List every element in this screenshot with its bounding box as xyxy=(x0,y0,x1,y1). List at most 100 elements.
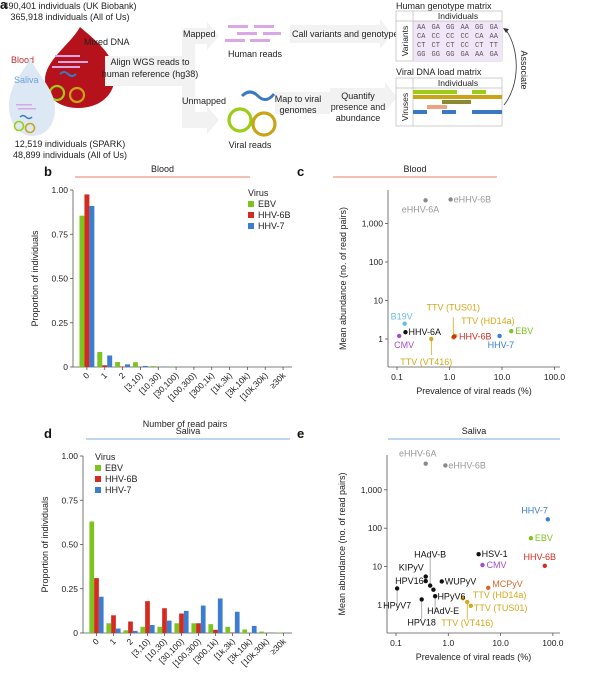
x-tick-label: 1.0 xyxy=(442,638,454,648)
bar-EBV xyxy=(79,215,85,367)
genotype-cell: CA xyxy=(475,33,484,41)
legend-swatch xyxy=(95,465,101,471)
genotype-cell: GA xyxy=(432,24,441,32)
point-EBV xyxy=(528,535,534,541)
cohort-blood-1: 490,401 individuals (UK Biobank) xyxy=(3,1,136,11)
genotype-cell: GG xyxy=(446,51,454,59)
genotype-cell: GA xyxy=(490,51,499,59)
point-label: KIPyV xyxy=(399,563,424,573)
legend-swatch xyxy=(248,201,254,207)
point-TTV (VT416) xyxy=(465,599,470,605)
genotype-cell: AA xyxy=(417,24,426,32)
point-WUPyV xyxy=(439,579,444,584)
point-HPyV6 xyxy=(431,587,436,592)
flow-arrows xyxy=(105,19,397,134)
chart-title: Blood xyxy=(403,164,426,174)
x-axis-label: Number of read pairs xyxy=(143,419,228,429)
saliva-dna-icon xyxy=(13,104,36,134)
point-label: HSV-1 xyxy=(482,549,508,559)
bar-HHV-6B xyxy=(179,613,184,633)
point-HSV-1 xyxy=(476,552,481,557)
point-EBV xyxy=(509,328,514,334)
quantify-label-3: abundance xyxy=(336,113,381,123)
viral-load-matrix: Viral DNA load matrix Individuals Viruse… xyxy=(395,67,503,127)
x-tick-label: ≥30k xyxy=(267,370,288,391)
y-tick-label: 1.00 xyxy=(61,451,78,461)
point-TTV (TUS01) xyxy=(468,603,474,609)
point-eHHV-6A xyxy=(423,198,428,203)
point-HHV-6A xyxy=(403,330,408,335)
legend-swatch xyxy=(95,476,101,482)
bar-HHV-6B xyxy=(213,629,218,633)
point-HPV18 xyxy=(419,597,424,602)
quantify-label-2: presence and xyxy=(331,102,386,112)
bar-HHV-6B xyxy=(196,623,201,633)
bar-EBV xyxy=(259,631,265,633)
bar-EBV xyxy=(242,629,248,633)
legend-entry: EBV xyxy=(258,199,276,209)
chart-title: Blood xyxy=(151,164,174,174)
genotype-cell: CT xyxy=(475,42,483,50)
align-label-2: human reference (hg38) xyxy=(102,69,199,79)
x-tick-label: ≥30k xyxy=(268,636,289,657)
x-tick-label: 0 xyxy=(90,636,101,647)
x-tick-label: 100.0 xyxy=(542,638,564,648)
x-tick-label: 1 xyxy=(107,636,118,647)
y-axis-label: Mean abundance (no. of read pairs) xyxy=(337,472,347,615)
point-B19V xyxy=(402,321,407,326)
point-label: TTV (TUS01) xyxy=(474,603,528,613)
human-reads-icon xyxy=(225,25,281,42)
bar-EBV xyxy=(150,366,156,367)
legend-entry: HHV-7 xyxy=(258,221,285,231)
bar-HHV-7 xyxy=(107,355,113,367)
genotype-cell: CC xyxy=(432,33,440,41)
genotype-cell: GG xyxy=(446,24,454,32)
point-HAdV-B xyxy=(427,583,433,588)
legend-swatch xyxy=(95,487,101,493)
genotype-matrix: Human genotype matrix Individuals Varian… xyxy=(395,1,503,62)
y-tick-label: 0 xyxy=(73,628,78,638)
point-label: WUPyV xyxy=(445,576,477,586)
x-tick-label: 2 xyxy=(117,370,128,381)
viral-reads-icon xyxy=(227,90,277,137)
y-tick-label: 100 xyxy=(369,257,383,267)
bar-EBV xyxy=(208,624,214,633)
legend-entry: HHV-7 xyxy=(105,485,132,495)
point-label: EBV xyxy=(535,533,553,543)
chart-title: Saliva xyxy=(176,426,201,436)
blood-label: Blood xyxy=(11,55,34,65)
panel-label-a: a xyxy=(0,0,8,12)
panel-label-c: c xyxy=(297,164,304,179)
point-KIPyV xyxy=(423,574,428,579)
point-label: HPyV7 xyxy=(383,600,411,610)
y-tick-label: 0.25 xyxy=(51,318,68,328)
genotype-cell: AA xyxy=(461,24,470,32)
bar-EBV xyxy=(191,623,197,633)
x-tick-label: 0.1 xyxy=(390,638,402,648)
x-axis-label: Prevalence of viral reads (%) xyxy=(416,652,532,662)
point-HHV-7 xyxy=(497,333,502,339)
legend-title: Virus xyxy=(248,188,269,198)
y-tick-label: 1,000 xyxy=(361,485,383,495)
point-eHHV-6B xyxy=(443,463,448,468)
cohort-saliva-1: 12,519 individuals (SPARK) xyxy=(15,139,125,149)
bar-EBV xyxy=(106,623,112,633)
point-label: HPV16 xyxy=(395,576,424,586)
bar-HHV-6B xyxy=(162,608,167,633)
y-tick-label: 10 xyxy=(374,296,384,306)
bar-HHV-6B xyxy=(84,194,90,367)
legend-swatch xyxy=(248,223,254,229)
genotype-cell: GG xyxy=(432,51,440,59)
mapped-label: Mapped xyxy=(183,29,216,39)
x-tick-label: 100.0 xyxy=(544,372,566,382)
bar-HHV-6B xyxy=(102,365,108,367)
point-TTV (VT416) xyxy=(429,336,434,342)
genotype-cell: AA xyxy=(475,51,484,59)
x-axis-label: Prevalence of viral reads (%) xyxy=(416,386,532,396)
genotype-cell: CT xyxy=(417,42,425,50)
cohort-saliva-2: 48,899 individuals (All of Us) xyxy=(13,150,127,160)
cohort-blood-2: 365,918 individuals (All of Us) xyxy=(10,12,129,22)
y-tick-label: 100 xyxy=(368,523,382,533)
associate-arrowhead-icon xyxy=(503,28,509,33)
unmapped-label: Unmapped xyxy=(182,96,226,106)
